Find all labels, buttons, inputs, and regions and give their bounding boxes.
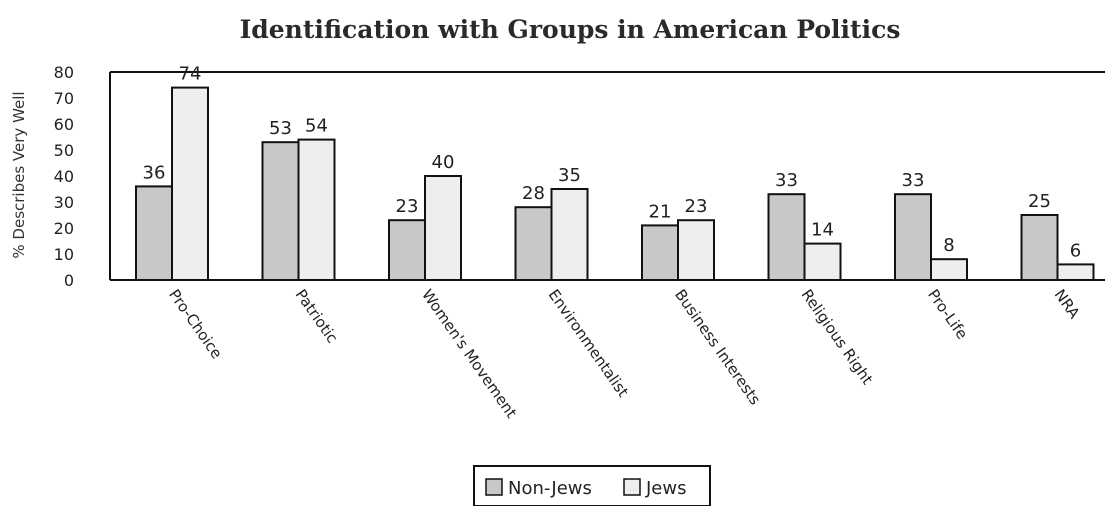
x-tick-label: NRA — [1051, 286, 1084, 323]
bar-jews — [171, 86, 209, 281]
bar-value-label: 6 — [1070, 240, 1081, 261]
bar-jews — [1056, 263, 1095, 281]
bar-non-jews — [261, 141, 300, 281]
y-tick-label: 60 — [54, 115, 74, 134]
bar-non-jews — [767, 193, 806, 281]
y-tick-label: 80 — [54, 63, 74, 82]
bar-value-label: 21 — [649, 201, 672, 222]
bar-value-label: 74 — [179, 64, 202, 85]
bar-non-jews — [641, 224, 679, 281]
bar-value-label: 53 — [269, 118, 292, 139]
bar-value-label: 36 — [143, 162, 166, 183]
bar-value-label: 33 — [775, 170, 798, 191]
legend-label: Jews — [645, 478, 686, 499]
bar-jews — [424, 175, 462, 281]
y-tick-label: 50 — [54, 141, 74, 160]
bar-non-jews — [135, 185, 173, 281]
bar-value-label: 35 — [558, 165, 581, 186]
bar-jews — [550, 188, 589, 281]
chart-title: Identification with Groups in American P… — [240, 15, 901, 44]
bar-non-jews — [388, 219, 426, 281]
bar-value-label: 40 — [432, 152, 455, 173]
x-tick-label: Religious Right — [798, 286, 877, 388]
bar-value-label: 28 — [522, 183, 545, 204]
bar-value-label: 14 — [811, 220, 834, 241]
bar-jews — [677, 219, 715, 281]
y-axis-label: % Describes Very Well — [10, 91, 28, 258]
legend: Non-Jews Jews — [473, 465, 711, 506]
bar-value-label: 23 — [396, 196, 419, 217]
bar-value-label: 33 — [902, 170, 925, 191]
legend-box — [473, 465, 711, 506]
legend-swatch — [623, 478, 641, 496]
bar-value-label: 23 — [685, 196, 708, 217]
plot-area: 0 10 20 30 40 50 60 70 80 36 74 Pro-Choice 53 54 Patri… — [54, 63, 1105, 421]
bar-value-label: 8 — [943, 235, 954, 256]
y-tick-label: 40 — [54, 167, 74, 186]
bar-jews — [297, 138, 336, 281]
legend-swatch — [485, 478, 503, 496]
y-tick-label: 20 — [54, 219, 74, 238]
y-tick-label: 0 — [64, 271, 74, 290]
bar-value-label: 54 — [305, 116, 328, 137]
x-tick-label: Environmentalist — [545, 286, 633, 400]
bar-non-jews — [894, 193, 932, 281]
bar-jews — [930, 258, 968, 282]
x-tick-label: Women's Movement — [418, 286, 520, 421]
x-tick-label: Business Interests — [671, 286, 764, 408]
y-tick-label: 70 — [54, 89, 74, 108]
legend-label: Non-Jews — [508, 478, 592, 499]
y-tick-label: 10 — [54, 245, 74, 264]
x-tick-label: Pro-Choice — [165, 286, 226, 362]
x-tick-label: Pro-Life — [924, 286, 971, 343]
y-tick-label: 30 — [54, 193, 74, 212]
bar-jews — [803, 242, 842, 282]
x-tick-label: Patriotic — [292, 286, 342, 347]
bar-non-jews — [514, 206, 553, 281]
bar-non-jews — [1020, 214, 1059, 281]
bar-value-label: 25 — [1028, 191, 1051, 212]
